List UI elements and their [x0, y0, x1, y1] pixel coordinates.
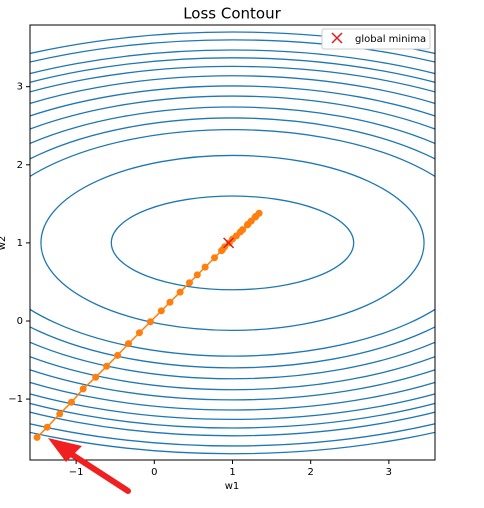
descent-point: [244, 220, 252, 228]
plot-area: [30, 31, 435, 455]
contour-line: [30, 117, 435, 369]
arrow-head: [48, 438, 82, 462]
x-tick-label: 1: [229, 467, 235, 478]
contour-line: [30, 106, 435, 380]
descent-point: [236, 228, 244, 236]
descent-point: [176, 288, 184, 296]
x-tick-label: 2: [307, 467, 313, 478]
descent-point: [92, 373, 100, 381]
contour-line: [30, 85, 435, 401]
descent-point: [201, 263, 209, 271]
x-axis-label: w1: [225, 481, 240, 492]
contour-line: [30, 57, 435, 429]
x-tick-label: −1: [69, 467, 84, 478]
contour-line: [30, 95, 435, 391]
y-tick-label: 0: [17, 316, 23, 327]
chart-title: Loss Contour: [183, 5, 281, 23]
descent-point: [135, 329, 143, 337]
descent-point: [56, 410, 64, 418]
contour-line: [30, 39, 435, 447]
y-tick-label: 2: [17, 160, 23, 171]
descent-point: [166, 298, 174, 306]
contour-line: [30, 129, 435, 357]
descent-point: [114, 351, 122, 359]
y-tick-label: −1: [8, 394, 23, 405]
descent-point: [146, 318, 154, 326]
arrow-shaft: [65, 449, 131, 494]
descent-point: [157, 307, 165, 315]
contour-line: [30, 65, 435, 420]
descent-point: [125, 340, 133, 348]
legend-box: [321, 28, 431, 50]
descent-point: [43, 423, 51, 431]
descent-point: [218, 247, 226, 255]
descent-point: [185, 279, 193, 287]
legend: global minima: [321, 28, 431, 50]
annotation-arrow: [48, 438, 131, 494]
y-tick-label: 1: [17, 238, 23, 249]
contour-line: [30, 75, 435, 411]
y-axis-label: w2: [0, 236, 8, 251]
descent-point: [67, 398, 75, 406]
x-tick-label: 0: [151, 467, 157, 478]
y-tick-label: 3: [17, 82, 23, 93]
contour-line: [40, 154, 425, 332]
legend-label: global minima: [355, 34, 426, 45]
contour-line: [30, 49, 435, 437]
descent-point: [103, 362, 111, 370]
minimum-marker: [223, 237, 235, 249]
descent-point: [33, 433, 41, 441]
descent-point: [193, 271, 201, 279]
descent-point: [79, 385, 87, 393]
legend-marker: [331, 32, 343, 44]
contour-line: [110, 195, 355, 291]
x-tick-label: 3: [386, 467, 392, 478]
descent-point: [211, 254, 219, 262]
descent-point: [252, 212, 260, 220]
contour-line: [30, 31, 435, 455]
